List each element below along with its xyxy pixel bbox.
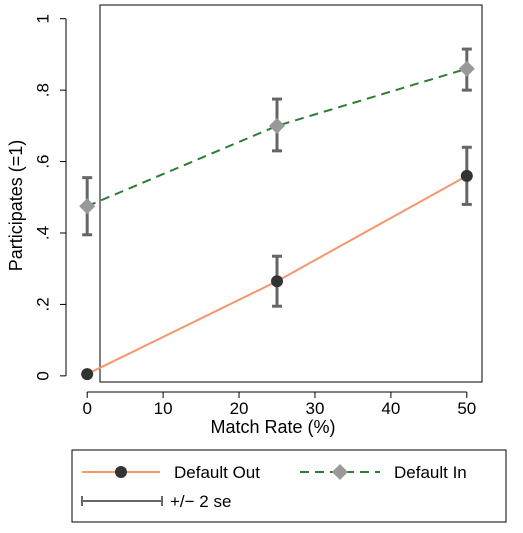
data-point — [458, 60, 475, 77]
plot-frame — [99, 4, 483, 383]
x-axis-title: Match Rate (%) — [210, 417, 335, 437]
y-axis-title: Participates (=1) — [6, 140, 26, 272]
legend-item-1: Default In — [300, 463, 467, 482]
data-point — [269, 117, 285, 134]
legend-box — [71, 449, 507, 523]
data-point — [460, 169, 473, 182]
legend-marker — [115, 466, 127, 478]
legend-item-0: Default Out — [82, 463, 260, 482]
legend-label: Default Out — [174, 463, 260, 482]
y-tick-label: 1 — [33, 14, 52, 23]
series-layer — [79, 47, 475, 381]
legend-label: Default In — [394, 463, 467, 482]
x-tick-label: 0 — [82, 399, 91, 418]
data-point — [79, 198, 96, 215]
series-1 — [79, 47, 475, 237]
legend: Default Out Default In +/− 2 se — [71, 449, 507, 523]
legend-item-2: +/− 2 se — [81, 492, 231, 511]
x-tick-label: 30 — [306, 399, 325, 418]
legend-marker — [332, 464, 348, 480]
y-tick-label: 0 — [33, 371, 52, 380]
y-tick-label: .6 — [33, 154, 52, 168]
data-point — [81, 368, 94, 381]
x-tick-label: 20 — [230, 399, 249, 418]
x-tick-label: 40 — [381, 399, 400, 418]
legend-label: +/− 2 se — [170, 492, 231, 511]
x-tick-label: 50 — [457, 399, 476, 418]
series-line — [86, 67, 468, 208]
y-tick-label: .8 — [33, 83, 52, 97]
x-tick-label: 10 — [154, 399, 173, 418]
y-tick-label: .2 — [33, 297, 52, 311]
y-tick-label: .4 — [33, 226, 52, 240]
data-point — [271, 275, 283, 288]
series-0 — [81, 145, 473, 381]
